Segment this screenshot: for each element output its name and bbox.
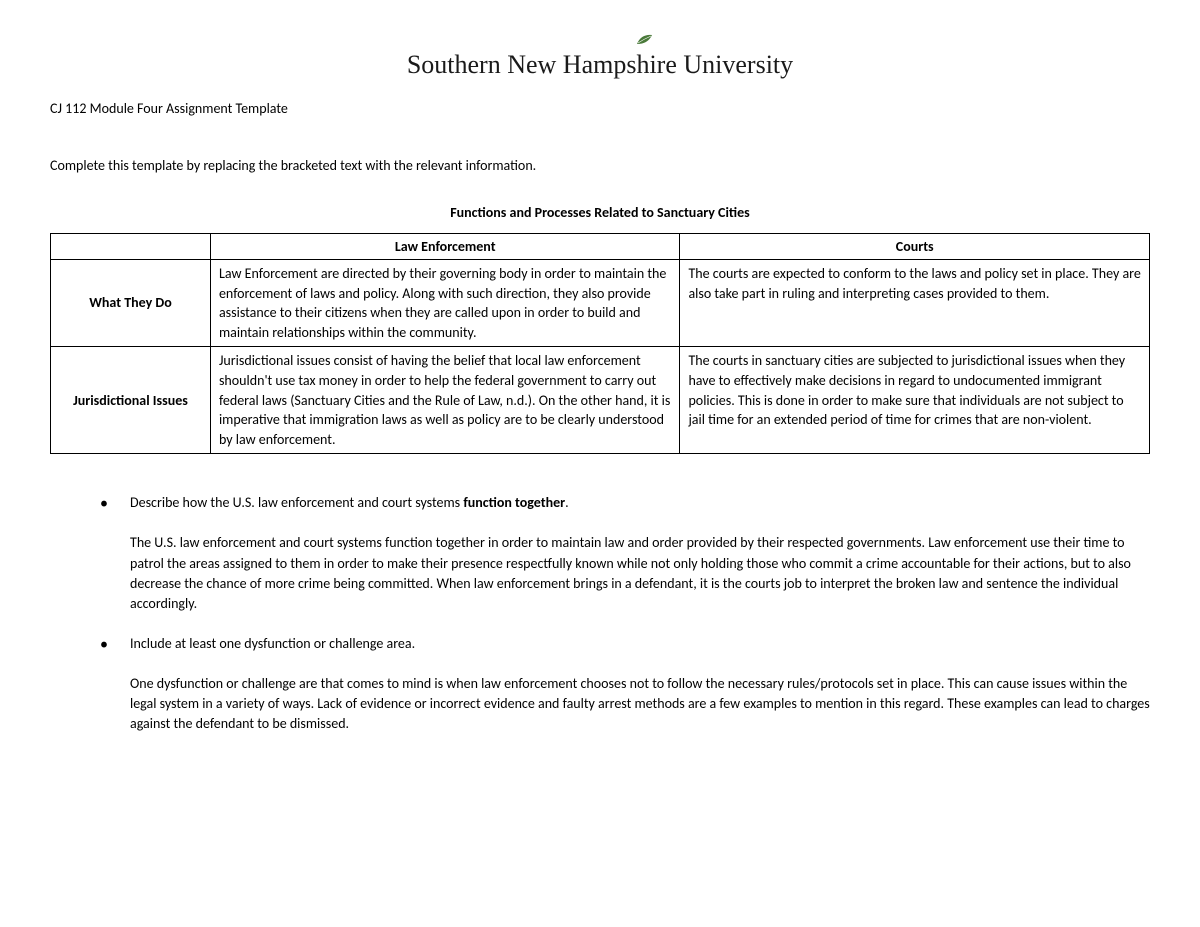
prompt-pre-0: Describe how the U.S. law enforcement an… — [130, 494, 463, 511]
header-courts: Courts — [680, 234, 1150, 260]
university-logo: Southern New Hampshire University — [50, 50, 1150, 80]
prompt-bold-0: function together — [463, 494, 565, 511]
bullet-answer-1: One dysfunction or challenge are that co… — [130, 674, 1150, 735]
logo-text: Southern New Hampshire University — [407, 50, 793, 79]
prompt-post-0: . — [565, 494, 569, 511]
row-header-1: Jurisdictional Issues — [51, 347, 211, 454]
table-row: Jurisdictional Issues Jurisdictional iss… — [51, 347, 1150, 454]
cell-courts-1: The courts in sanctuary cities are subje… — [680, 347, 1150, 454]
logo-text-wrapper: Southern New Hampshire University — [407, 50, 793, 80]
table-header-row: Law Enforcement Courts — [51, 234, 1150, 260]
bullet-item-0: Describe how the U.S. law enforcement an… — [100, 494, 1150, 614]
bullet-prompt-0: Describe how the U.S. law enforcement an… — [130, 494, 1150, 511]
bullet-section: Describe how the U.S. law enforcement an… — [50, 494, 1150, 734]
row-header-0: What They Do — [51, 260, 211, 347]
bullet-answer-0: The U.S. law enforcement and court syste… — [130, 533, 1150, 614]
cell-law-0: Law Enforcement are directed by their go… — [210, 260, 680, 347]
table-row: What They Do Law Enforcement are directe… — [51, 260, 1150, 347]
section-title: Functions and Processes Related to Sanct… — [50, 204, 1150, 221]
header-blank — [51, 234, 211, 260]
prompt-pre-1: Include at least one dysfunction or chal… — [130, 635, 415, 652]
cell-law-1: Jurisdictional issues consist of having … — [210, 347, 680, 454]
instruction-text: Complete this template by replacing the … — [50, 157, 1150, 174]
leaf-icon — [635, 32, 655, 46]
document-title: CJ 112 Module Four Assignment Template — [50, 100, 1150, 117]
bullet-item-1: Include at least one dysfunction or chal… — [100, 635, 1150, 735]
header-law: Law Enforcement — [210, 234, 680, 260]
cell-courts-0: The courts are expected to conform to th… — [680, 260, 1150, 347]
sanctuary-table: Law Enforcement Courts What They Do Law … — [50, 233, 1150, 454]
bullet-prompt-1: Include at least one dysfunction or chal… — [130, 635, 1150, 652]
